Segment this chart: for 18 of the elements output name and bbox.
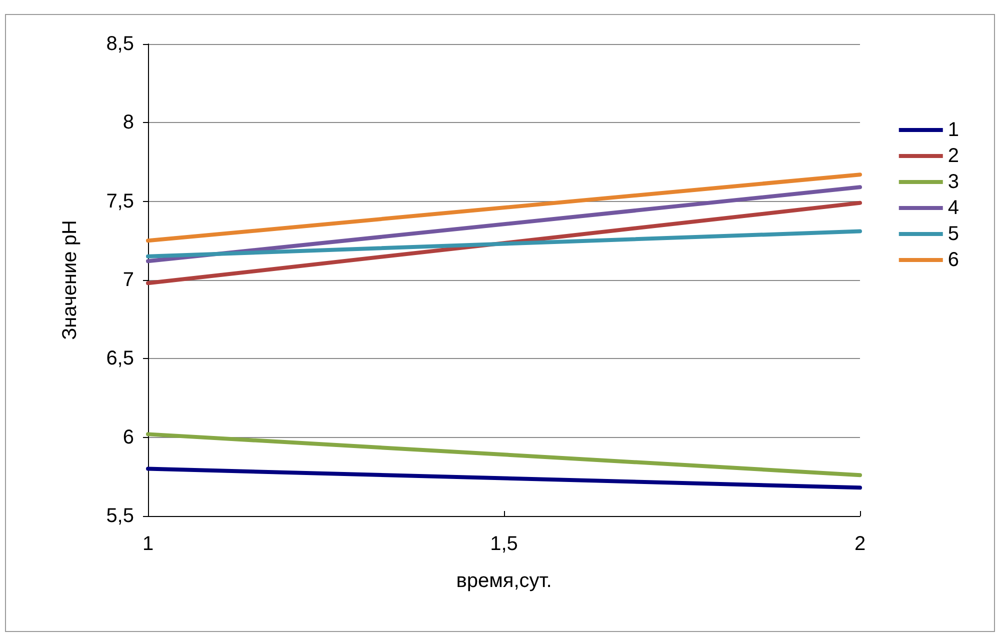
x-tick-label: 1 — [142, 533, 154, 555]
legend-label: 4 — [948, 197, 959, 219]
y-tick-label: 8 — [122, 112, 134, 134]
legend-label: 5 — [948, 223, 959, 245]
x-tick-label: 1,5 — [490, 533, 518, 555]
y-tick-label: 7 — [122, 269, 134, 291]
legend-label: 3 — [948, 171, 959, 193]
x-axis-title: время,сут. — [456, 570, 552, 592]
y-tick-label: 6,5 — [106, 348, 134, 370]
legend-label: 1 — [948, 119, 959, 141]
x-tick-label: 2 — [854, 533, 866, 555]
y-axis-title: Значение pH — [59, 220, 81, 340]
y-tick-label: 5,5 — [106, 505, 134, 527]
y-tick-label: 7,5 — [106, 190, 134, 212]
y-tick-label: 6 — [122, 426, 134, 448]
y-tick-label: 8,5 — [106, 33, 134, 55]
legend-label: 2 — [948, 145, 959, 167]
legend-label: 6 — [948, 249, 959, 271]
